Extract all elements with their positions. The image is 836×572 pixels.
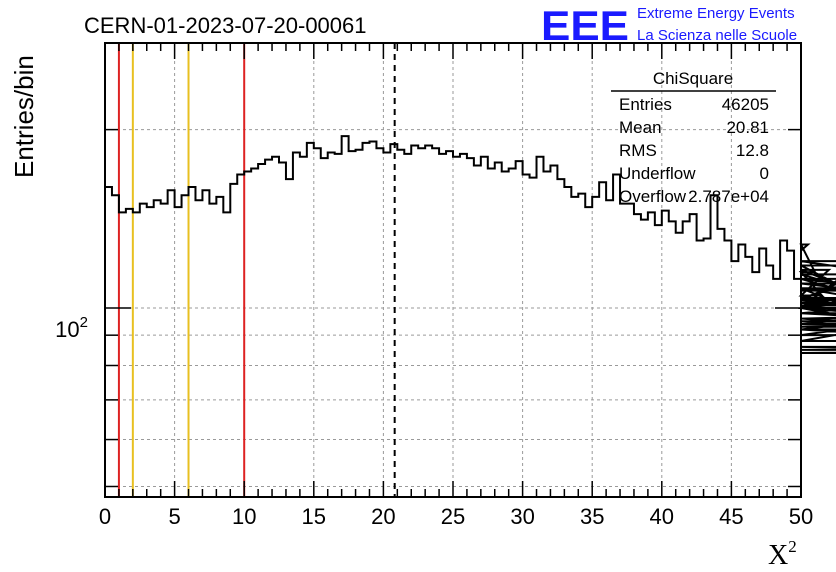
grid [105,43,801,497]
stats-value-mean: 20.81 [726,118,769,137]
stats-value-entries: 46205 [722,95,769,114]
stats-label-entries: Entries [619,95,672,114]
brand-line-1: Extreme Energy Events [637,5,795,22]
y-tick-label: 102 [55,314,88,342]
stats-label-rms: RMS [619,141,657,160]
stats-value-rms: 12.8 [736,141,769,160]
reference-lines [117,43,396,497]
brand-line-2: La Scienza nelle Scuole [637,27,797,44]
y-tick-base: 10 [55,317,79,342]
x-tick-labels: 0 5 10 15 20 25 30 35 40 45 50 [99,504,813,529]
axis-ticks [104,43,802,497]
brand-logo: EEE Extreme Energy Events La Scienza nel… [541,2,797,49]
x-axis-label-exponent: 2 [788,537,797,556]
stats-value-overflow: 2.787e+04 [688,187,769,206]
x-tick-label: 40 [650,504,674,529]
brand-logo-text: EEE [541,2,629,49]
stats-title: ChiSquare [653,69,733,88]
x-tick-label: 35 [580,504,604,529]
stats-value-underflow: 0 [760,164,769,183]
x-tick-label: 20 [371,504,395,529]
x-axis-label: X2 [768,537,797,571]
y-axis-label: Entries/bin [9,55,39,178]
x-tick-label: 50 [789,504,813,529]
x-tick-label: 30 [510,504,534,529]
stats-label-mean: Mean [619,118,662,137]
x-tick-label: 0 [99,504,111,529]
stats-label-overflow: Overflow [619,187,687,206]
stats-box: ChiSquare Entries 46205 Mean 20.81 RMS 1… [611,69,776,206]
x-tick-label: 5 [168,504,180,529]
histogram-series [105,135,836,354]
x-tick-label: 25 [441,504,465,529]
y-tick-exponent: 2 [80,314,88,331]
chart-title: CERN-01-2023-07-20-00061 [84,13,367,38]
x-tick-label: 10 [232,504,256,529]
x-tick-label: 15 [302,504,326,529]
stats-label-underflow: Underflow [619,164,696,183]
x-tick-label: 45 [719,504,743,529]
x-axis-label-base: X [768,540,788,571]
